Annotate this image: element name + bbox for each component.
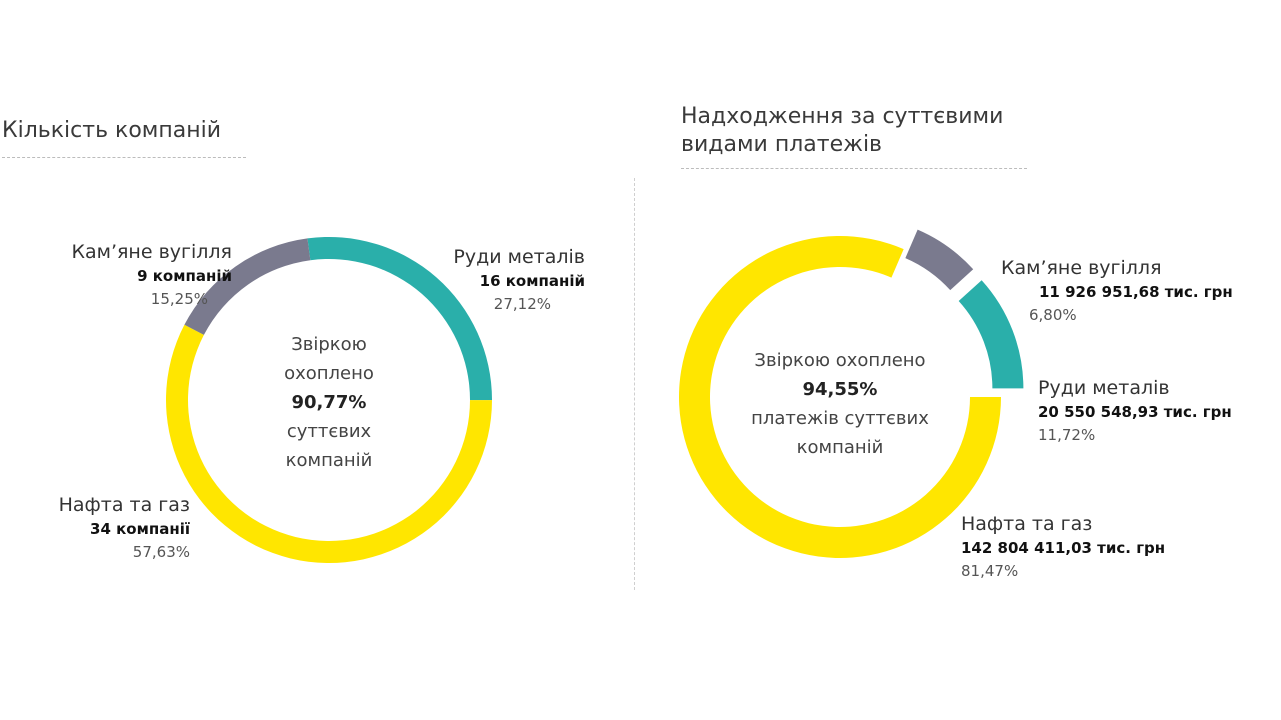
left-panel-title: Кількість компаній	[2, 118, 222, 143]
left-metals-value: 16 компаній	[479, 272, 585, 290]
left-label-oil-gas: Нафта та газ 34 компанії 57,63%	[59, 492, 190, 564]
left-oil-gas-percent: 57,63%	[132, 543, 190, 561]
left-metals-name: Руди металів	[453, 246, 585, 268]
left-coal-value: 9 компаній	[137, 267, 232, 285]
left-center-line4: компаній	[285, 450, 373, 471]
panel-divider	[634, 178, 635, 590]
left-coal-percent: 15,25%	[150, 290, 208, 308]
right-center-text: Звіркою охоплено 94,55% платежів суттєви…	[725, 346, 955, 462]
right-label-metals: Руди металів 20 550 548,93 тис. грн 11,7…	[1038, 375, 1232, 447]
left-oil-gas-name: Нафта та газ	[58, 494, 190, 516]
right-title-line2: видами платежів	[681, 132, 883, 157]
left-coal-name: Кам’яне вугілля	[71, 241, 232, 263]
right-center-line2: платежів суттєвих	[751, 408, 929, 429]
right-label-coal: Кам’яне вугілля 11 926 951,68 тис. грн 6…	[1001, 255, 1233, 327]
right-donut-slice-c	[958, 280, 1024, 389]
right-donut-slice-b	[905, 229, 974, 291]
right-title-rule	[681, 168, 1027, 169]
left-center-value: 90,77%	[291, 392, 367, 413]
right-metals-name: Руди металів	[1038, 377, 1170, 399]
right-center-value: 94,55%	[802, 379, 878, 400]
left-label-coal: Кам’яне вугілля 9 компаній 15,25%	[71, 239, 232, 311]
right-coal-value: 11 926 951,68 тис. грн	[1039, 283, 1233, 301]
right-metals-value: 20 550 548,93 тис. грн	[1038, 403, 1232, 421]
left-center-line3: суттєвих	[286, 421, 372, 442]
right-panel-title: Надходження за суттєвими видами платежів	[681, 103, 1003, 159]
left-center-line1: Звіркою	[291, 334, 367, 355]
right-center-line1: Звіркою охоплено	[754, 350, 926, 371]
right-oil-gas-value: 142 804 411,03 тис. грн	[961, 539, 1166, 557]
right-coal-percent: 6,80%	[1029, 306, 1077, 324]
right-label-oil-gas: Нафта та газ 142 804 411,03 тис. грн 81,…	[961, 511, 1165, 583]
left-donut-slice-c	[184, 238, 311, 335]
right-coal-name: Кам’яне вугілля	[1001, 257, 1162, 279]
left-center-line2: охоплено	[284, 363, 374, 384]
right-donut-chart	[679, 229, 1024, 559]
left-title-rule	[2, 157, 246, 158]
left-oil-gas-value: 34 компанії	[90, 520, 190, 538]
right-oil-gas-percent: 81,47%	[961, 562, 1019, 580]
right-metals-percent: 11,72%	[1038, 426, 1096, 444]
left-metals-percent: 27,12%	[493, 295, 551, 313]
right-center-line3: компаній	[796, 437, 884, 458]
left-center-text: Звіркою охоплено 90,77% суттєвих компані…	[249, 330, 409, 475]
left-donut-slice-a	[307, 236, 492, 401]
left-donut-chart	[166, 236, 493, 564]
left-label-metals: Руди металів 16 компаній 27,12%	[453, 244, 585, 316]
right-oil-gas-name: Нафта та газ	[961, 513, 1093, 535]
right-title-line1: Надходження за суттєвими	[681, 104, 1004, 129]
